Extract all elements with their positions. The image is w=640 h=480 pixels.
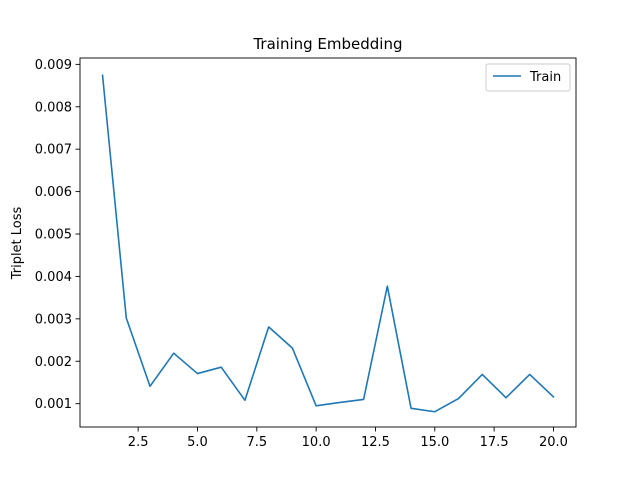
legend-box bbox=[485, 63, 571, 92]
plot-frame bbox=[79, 57, 577, 428]
y-tick-label: 0.001 bbox=[35, 397, 72, 412]
y-tick-label: 0.005 bbox=[35, 228, 72, 243]
y-tick-label: 0.008 bbox=[35, 100, 72, 115]
series-line-0 bbox=[101, 74, 555, 413]
legend: Train bbox=[485, 63, 571, 92]
x-tick-label: 10.0 bbox=[302, 435, 331, 450]
x-tick-label: 7.5 bbox=[246, 435, 267, 450]
x-tick-label: 20.0 bbox=[539, 435, 568, 450]
y-tick-label: 0.007 bbox=[35, 143, 72, 158]
x-tick-label: 17.5 bbox=[480, 435, 509, 450]
x-tick-label: 15.0 bbox=[420, 435, 449, 450]
y-tick-label: 0.009 bbox=[35, 58, 72, 73]
legend-label: Train bbox=[529, 70, 561, 85]
x-tick-label: 12.5 bbox=[361, 435, 390, 450]
x-tick-label: 5.0 bbox=[187, 435, 208, 450]
y-tick-label: 0.002 bbox=[35, 355, 72, 370]
x-tick-label: 2.5 bbox=[128, 435, 149, 450]
chart-title: Training Embedding bbox=[252, 35, 402, 53]
y-tick-label: 0.004 bbox=[35, 270, 72, 285]
y-tick-label: 0.006 bbox=[35, 185, 72, 200]
y-axis-label: Triplet Loss bbox=[10, 206, 25, 280]
y-tick-label: 0.003 bbox=[35, 312, 72, 327]
plot-area: 2.5 5.0 7.5 10.0 12.5 15.0 17.5 20.0 0.001 0.002 0… bbox=[35, 57, 577, 450]
